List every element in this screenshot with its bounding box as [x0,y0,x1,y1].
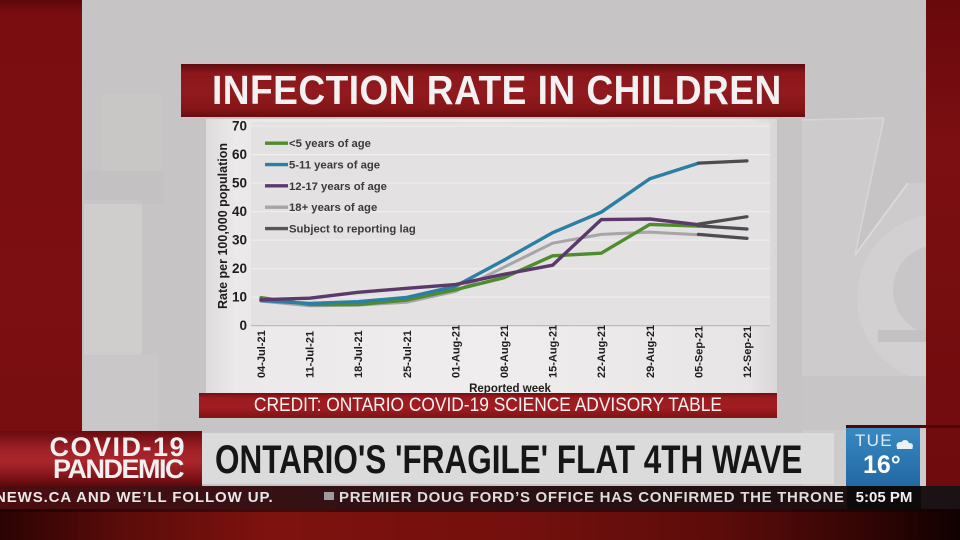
svg-text:Reported week: Reported week [469,383,551,393]
svg-text:05-Sep-21: 05-Sep-21 [693,326,705,378]
svg-text:18-Jul-21: 18-Jul-21 [353,330,365,378]
svg-text:<5 years of age: <5 years of age [289,138,371,150]
svg-text:29-Aug-21: 29-Aug-21 [645,325,657,378]
svg-text:Subject to reporting lag: Subject to reporting lag [289,224,416,236]
svg-text:04-Jul-21: 04-Jul-21 [256,330,268,378]
svg-text:11-Jul-21: 11-Jul-21 [305,331,317,378]
svg-text:18+ years of age: 18+ years of age [289,202,377,214]
svg-text:50: 50 [232,176,247,191]
svg-text:0: 0 [239,318,247,333]
svg-text:40: 40 [232,204,247,219]
svg-text:12-Sep-21: 12-Sep-21 [742,326,754,378]
svg-text:20: 20 [232,261,247,276]
svg-text:01-Aug-21: 01-Aug-21 [450,325,462,378]
svg-text:15-Aug-21: 15-Aug-21 [548,325,560,378]
svg-text:5-11 years of age: 5-11 years of age [289,160,380,172]
svg-text:60: 60 [232,147,247,162]
svg-text:Rate per 100,000 population: Rate per 100,000 population [216,143,230,309]
svg-text:70: 70 [232,119,247,134]
svg-text:30: 30 [232,233,247,248]
svg-text:25-Jul-21: 25-Jul-21 [402,330,414,378]
svg-text:10: 10 [232,290,247,305]
svg-text:08-Aug-21: 08-Aug-21 [499,325,511,378]
svg-text:12-17 years of age: 12-17 years of age [289,181,387,193]
svg-text:22-Aug-21: 22-Aug-21 [596,325,608,378]
